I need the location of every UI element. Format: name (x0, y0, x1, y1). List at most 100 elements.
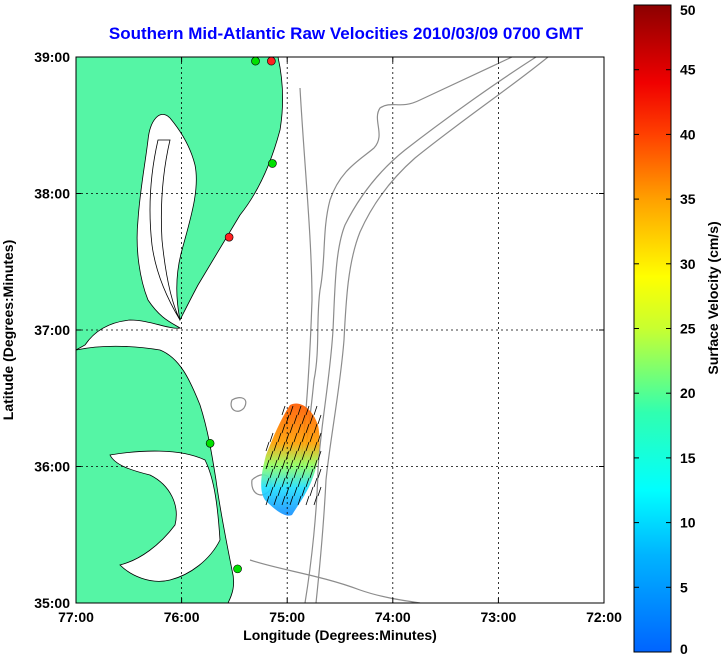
velocity-vector (301, 468, 306, 479)
radar-site-marker (205, 438, 215, 448)
velocity-vector (281, 441, 286, 452)
velocity-vector (293, 432, 298, 443)
velocity-vector (277, 486, 282, 497)
velocity-vector (297, 405, 302, 416)
velocity-vector (289, 441, 294, 452)
colorbar-tick-label: 20 (680, 385, 696, 401)
map-grid (76, 57, 604, 603)
velocity-vector (289, 459, 294, 470)
colorbar-tick-label: 5 (680, 579, 688, 595)
velocity-vector (305, 495, 310, 506)
radar-site-marker (224, 232, 234, 242)
velocity-vector (265, 477, 270, 488)
colorbar-gradient (633, 4, 672, 653)
velocity-vector (273, 441, 278, 452)
colorbar-tick-label: 30 (680, 256, 696, 272)
contour-line (301, 57, 513, 471)
velocity-vector (269, 432, 274, 443)
bathymetry-contours (230, 57, 549, 603)
velocity-vector (309, 450, 314, 461)
velocity-vector (305, 477, 310, 488)
x-tick-label: 74:00 (375, 609, 411, 625)
velocity-vector (265, 495, 270, 506)
velocity-vector (317, 414, 322, 425)
velocity-vector (293, 468, 298, 479)
velocity-vector (293, 450, 298, 461)
contour-line (315, 57, 549, 603)
velocity-vector (301, 432, 306, 443)
x-axis-label: Longitude (Degrees:Minutes) (243, 627, 437, 643)
velocity-vector (309, 486, 314, 497)
velocity-field (261, 403, 322, 516)
velocity-vector (281, 405, 286, 416)
velocity-vector (289, 405, 294, 416)
y-tick-label: 37:00 (34, 322, 70, 338)
radar-sites (205, 57, 277, 574)
land-delmarva (76, 57, 283, 351)
colorbar-label: Surface Velocity (cm/s) (705, 221, 721, 374)
y-axis: 39:00 38:00 37:00 36:00 35:00 (34, 49, 604, 611)
x-tick-label: 75:00 (269, 609, 305, 625)
velocity-vector (265, 441, 270, 452)
velocity-vector (281, 459, 286, 470)
colorbar-tick-label: 25 (680, 321, 696, 337)
velocity-vector (313, 459, 318, 470)
velocity-vector (297, 423, 302, 434)
velocity-vector (317, 486, 322, 497)
colorbar-tick-label: 35 (680, 191, 696, 207)
velocity-vector (313, 477, 318, 488)
velocity-vector (297, 459, 302, 470)
velocity-vector (289, 477, 294, 488)
velocity-vectors (265, 405, 322, 506)
velocity-vector (305, 423, 310, 434)
velocity-vector (285, 414, 290, 425)
velocity-vector (305, 405, 310, 416)
x-tick-label: 77:00 (58, 609, 94, 625)
velocity-vector (293, 486, 298, 497)
velocity-vector (273, 459, 278, 470)
colorbar-tick-label: 10 (680, 515, 696, 531)
velocity-vector (297, 495, 302, 506)
colorbar-tick-label: 50 (680, 2, 696, 18)
radar-site-marker (233, 564, 242, 574)
velocity-vector (281, 423, 286, 434)
velocity-vector (269, 486, 274, 497)
radar-site-marker (251, 57, 260, 66)
radar-site-marker (267, 57, 276, 66)
velocity-vector (309, 468, 314, 479)
velocity-vector (313, 441, 318, 452)
velocity-vector (277, 450, 282, 461)
velocity-vector (313, 405, 318, 416)
contour-line (230, 397, 247, 412)
velocity-vector (285, 450, 290, 461)
velocity-vector (277, 432, 282, 443)
velocity-vector (289, 423, 294, 434)
y-tick-label: 39:00 (34, 49, 70, 65)
contour-line (249, 559, 421, 603)
y-tick-label: 36:00 (34, 459, 70, 475)
velocity-vector (309, 432, 314, 443)
x-tick-label: 72:00 (586, 609, 622, 625)
velocity-vector (273, 477, 278, 488)
colorbar-tick-label: 45 (680, 62, 696, 78)
velocity-vector (305, 459, 310, 470)
velocity-vector (285, 486, 290, 497)
velocity-vector (273, 495, 278, 506)
y-tick-label: 38:00 (34, 186, 70, 202)
x-axis: 77:00 76:00 75:00 74:00 73:00 72:00 (58, 57, 622, 625)
velocity-vector (313, 495, 318, 506)
velocity-vector (297, 441, 302, 452)
velocity-vector (313, 423, 318, 434)
y-axis-label: Latitude (Degrees:Minutes) (0, 240, 16, 420)
velocity-vector (305, 441, 310, 452)
x-tick-label: 76:00 (164, 609, 200, 625)
contour-line (304, 57, 537, 603)
chesapeake-bay (149, 139, 181, 321)
velocity-vector (297, 477, 302, 488)
velocity-vector (317, 468, 322, 479)
velocity-vector (309, 414, 314, 425)
map-plot-area (76, 57, 604, 603)
